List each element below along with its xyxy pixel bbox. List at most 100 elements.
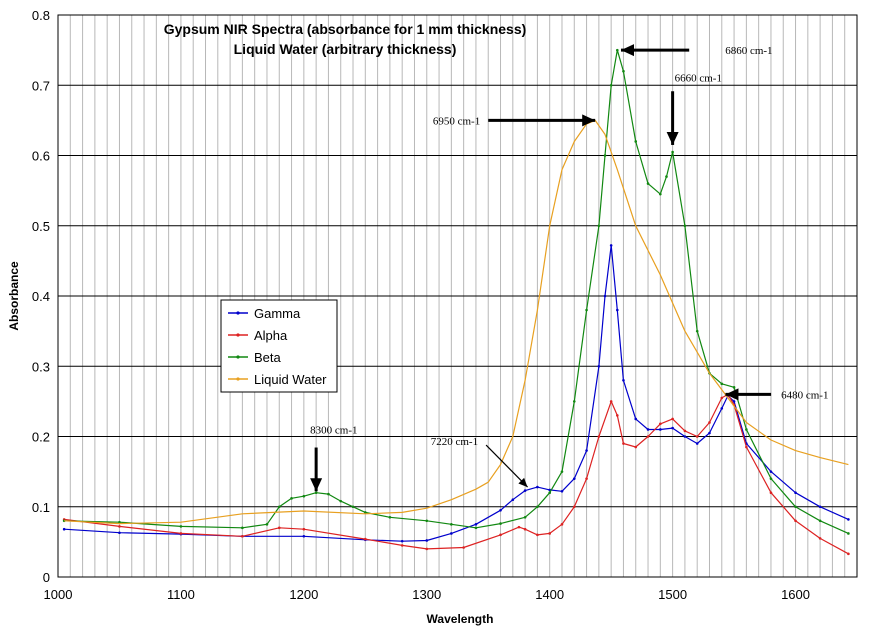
- y-tick-label: 0.2: [32, 430, 50, 445]
- data-point-beta: [634, 140, 638, 143]
- legend-label: Gamma: [254, 306, 301, 321]
- annotation-arrow-line: [485, 444, 528, 488]
- data-point-gamma: [603, 294, 607, 298]
- data-point-alpha: [622, 442, 625, 445]
- data-point-alpha: [364, 537, 367, 541]
- data-point-beta: [364, 511, 367, 514]
- data-point-alpha: [585, 477, 588, 480]
- y-tick-label: 0.6: [32, 149, 50, 164]
- data-point-beta: [745, 428, 748, 431]
- annotation-arrow-head: [666, 131, 679, 145]
- data-point-beta: [720, 382, 724, 386]
- data-point-gamma: [794, 491, 797, 495]
- series-line-gamma: [64, 244, 849, 542]
- x-tick-label: 1400: [535, 587, 564, 602]
- data-point-alpha: [671, 417, 674, 421]
- annotation-arrow-head: [582, 114, 596, 127]
- data-point-gamma: [622, 379, 625, 382]
- data-point-beta: [622, 69, 625, 73]
- annotation-label: 8300 cm-1: [310, 425, 357, 437]
- x-axis-title: Wavelength: [427, 612, 494, 626]
- data-point-beta: [290, 497, 293, 500]
- data-point-alpha: [560, 523, 564, 526]
- data-point-gamma: [847, 518, 850, 521]
- data-point-alpha: [609, 400, 613, 403]
- x-tick-label: 1500: [658, 587, 687, 602]
- legend-label: Alpha: [254, 328, 288, 343]
- legend-marker: [236, 311, 240, 315]
- data-point-gamma: [769, 470, 773, 473]
- data-point-alpha: [179, 532, 183, 535]
- data-point-gamma: [62, 527, 66, 531]
- data-point-gamma: [560, 489, 564, 493]
- y-tick-label: 0.3: [32, 359, 50, 374]
- data-point-alpha: [794, 519, 797, 523]
- annotation-arrow-head: [310, 478, 323, 492]
- data-point-beta: [536, 505, 539, 509]
- y-tick-label: 0.1: [32, 500, 50, 515]
- data-point-beta: [339, 499, 343, 503]
- data-point-alpha: [616, 414, 619, 417]
- data-point-beta: [450, 523, 453, 526]
- data-point-alpha: [118, 525, 121, 528]
- data-point-beta: [560, 470, 564, 473]
- data-point-alpha: [597, 435, 601, 438]
- x-tick-label: 1100: [167, 587, 195, 602]
- data-point-beta: [732, 386, 736, 389]
- data-point-gamma: [646, 428, 650, 431]
- y-tick-label: 0.4: [32, 289, 50, 304]
- legend-box: [220, 299, 338, 393]
- data-point-beta: [277, 505, 281, 509]
- data-point-alpha: [241, 534, 244, 538]
- tick-labels: 0 0.1 0.2 0.3 0.4 0.5 0.6 0.7 0.8 1000 1100 1200 130…: [32, 8, 810, 602]
- data-point-beta: [603, 154, 607, 157]
- y-tick-label: 0: [43, 570, 50, 585]
- data-point-alpha: [683, 429, 687, 433]
- legend: Gamma Alpha Beta Liquid Water: [220, 299, 338, 393]
- data-point-beta: [616, 48, 619, 52]
- data-point-beta: [585, 308, 588, 312]
- data-point-alpha: [277, 526, 281, 530]
- y-tick-label: 0.7: [32, 78, 50, 93]
- data-point-beta: [794, 505, 797, 509]
- data-point-gamma: [695, 442, 699, 445]
- data-point-beta: [818, 519, 822, 523]
- data-point-alpha: [634, 445, 638, 449]
- data-point-alpha: [708, 421, 711, 424]
- data-point-gamma: [634, 417, 638, 421]
- x-tick-label: 1200: [289, 587, 318, 602]
- data-point-beta: [499, 522, 502, 525]
- legend-marker: [236, 333, 240, 337]
- data-point-alpha: [548, 532, 551, 535]
- data-point-beta: [523, 515, 527, 519]
- data-point-gamma: [400, 539, 404, 543]
- data-point-gamma: [474, 523, 478, 526]
- data-point-beta: [683, 224, 687, 228]
- data-point-beta: [572, 400, 576, 403]
- data-point-beta: [327, 492, 330, 496]
- data-point-beta: [847, 532, 850, 535]
- data-point-beta: [659, 192, 662, 196]
- data-point-alpha: [646, 435, 650, 438]
- data-point-beta: [425, 519, 429, 523]
- data-point-alpha: [425, 547, 429, 551]
- data-point-gamma: [118, 531, 121, 535]
- data-point-beta: [314, 491, 318, 495]
- annotations: 6860 cm-1 6660 cm-1 6950 cm-1 6480 cm-1 8300…: [310, 44, 828, 492]
- data-point-beta: [118, 520, 121, 524]
- annotation-label: 6480 cm-1: [781, 389, 828, 401]
- data-point-gamma: [597, 364, 601, 368]
- data-point-beta: [265, 523, 269, 526]
- data-point-gamma: [450, 532, 453, 535]
- chart-subtitle: Liquid Water (arbitrary thickness): [234, 41, 457, 57]
- legend-marker: [236, 355, 240, 359]
- data-point-gamma: [572, 477, 576, 480]
- data-point-beta: [695, 329, 699, 333]
- data-point-beta: [179, 525, 183, 528]
- data-point-alpha: [523, 527, 527, 531]
- data-point-beta: [609, 83, 613, 87]
- data-point-alpha: [517, 525, 521, 529]
- data-point-beta: [388, 515, 392, 519]
- data-point-alpha: [695, 435, 699, 438]
- data-point-gamma: [609, 244, 613, 247]
